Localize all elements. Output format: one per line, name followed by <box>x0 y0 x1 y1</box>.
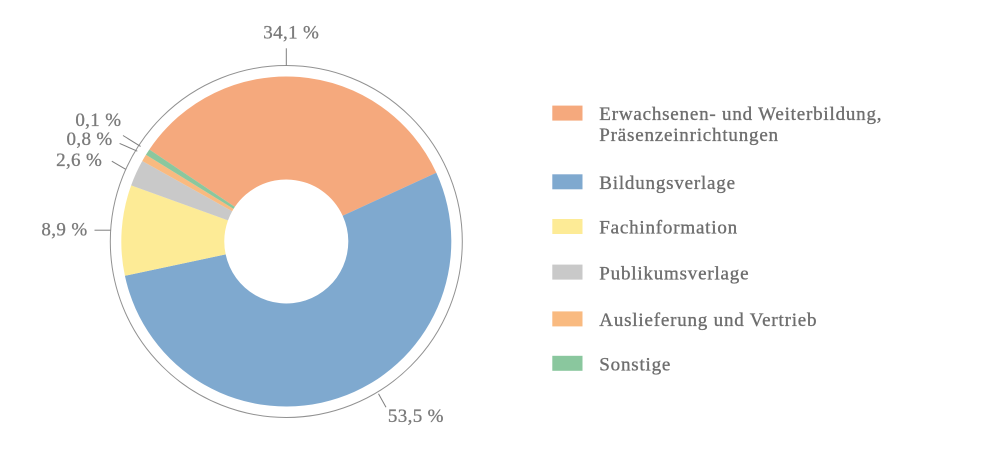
svg-text:34,1 %: 34,1 % <box>263 22 319 43</box>
svg-text:Bildungsverlage: Bildungsverlage <box>599 173 736 194</box>
svg-text:Auslieferung und Vertrieb: Auslieferung und Vertrieb <box>599 310 817 331</box>
svg-text:Fachinformation: Fachinformation <box>599 218 738 239</box>
svg-text:2,6 %: 2,6 % <box>56 150 102 171</box>
svg-text:0,8 %: 0,8 % <box>67 129 113 150</box>
svg-text:Publikumsverlage: Publikumsverlage <box>599 263 749 284</box>
svg-text:8,9 %: 8,9 % <box>41 219 87 240</box>
svg-text:Erwachsenen- und Weiterbildung: Erwachsenen- und Weiterbildung, <box>599 104 882 125</box>
svg-text:Sonstige: Sonstige <box>599 355 671 376</box>
svg-text:Präsenzeinrichtungen: Präsenzeinrichtungen <box>599 125 779 146</box>
svg-text:53,5 %: 53,5 % <box>388 406 444 427</box>
svg-text:0,1 %: 0,1 % <box>75 110 121 131</box>
